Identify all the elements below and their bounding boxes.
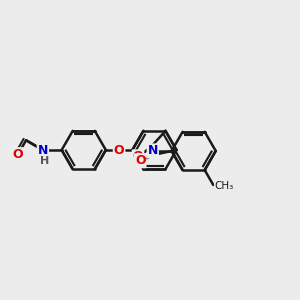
Text: O: O [135, 154, 146, 167]
Text: O: O [133, 150, 143, 164]
Text: N: N [148, 144, 158, 158]
Text: O: O [114, 143, 124, 157]
Text: O: O [13, 148, 23, 161]
Text: CH₃: CH₃ [215, 181, 234, 191]
Text: H: H [40, 157, 50, 166]
Text: N: N [38, 143, 48, 157]
